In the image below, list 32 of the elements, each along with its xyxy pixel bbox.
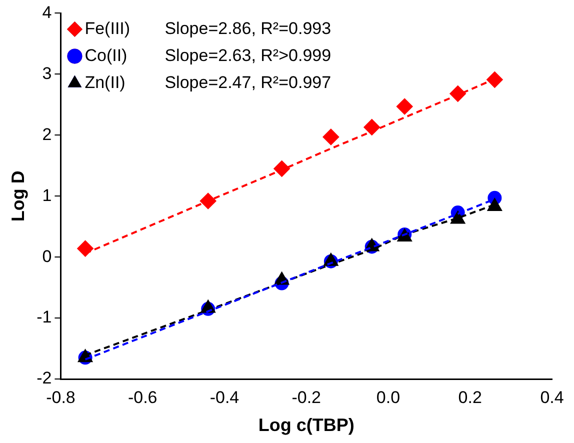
point [274, 160, 290, 177]
y-axis-title: Log D [8, 170, 28, 222]
legend-label: Fe(III) [84, 18, 130, 38]
y-tick-label: 0 [42, 246, 52, 266]
annotation: Slope=2.47, R²=0.997 [164, 72, 332, 92]
annotation: Slope=2.86, R²=0.993 [164, 18, 332, 38]
y-tick-label: -1 [36, 308, 52, 327]
legend-label: Zn(II) [84, 72, 126, 92]
legend-label: Co(II) [84, 46, 128, 65]
point [396, 98, 413, 114]
y-tick-label: 1 [42, 186, 52, 205]
x-axis-title: Log c(TBP) [258, 415, 354, 436]
point [322, 128, 339, 145]
x-tick-label: -0.2 [292, 388, 322, 407]
annotation: Slope=2.63, R²>0.999 [164, 46, 332, 65]
point [486, 72, 503, 88]
x-tick-label: -0.8 [46, 388, 76, 407]
x-tick-label: -0.6 [128, 388, 158, 407]
point [450, 211, 465, 224]
x-tick-label: -0.4 [210, 388, 240, 407]
point [200, 192, 216, 209]
y-tick-label: -2 [36, 368, 52, 388]
y-tick-label: 3 [42, 64, 52, 83]
point [364, 119, 380, 136]
x-tick-label: 0.2 [458, 388, 482, 407]
y-tick-label: 4 [42, 2, 52, 22]
y-tick-label: 2 [42, 124, 52, 144]
point [488, 198, 502, 211]
x-tick-label: 0.4 [540, 388, 564, 407]
x-tick-label: 0.0 [376, 388, 400, 407]
point [450, 86, 466, 102]
point [77, 240, 94, 257]
